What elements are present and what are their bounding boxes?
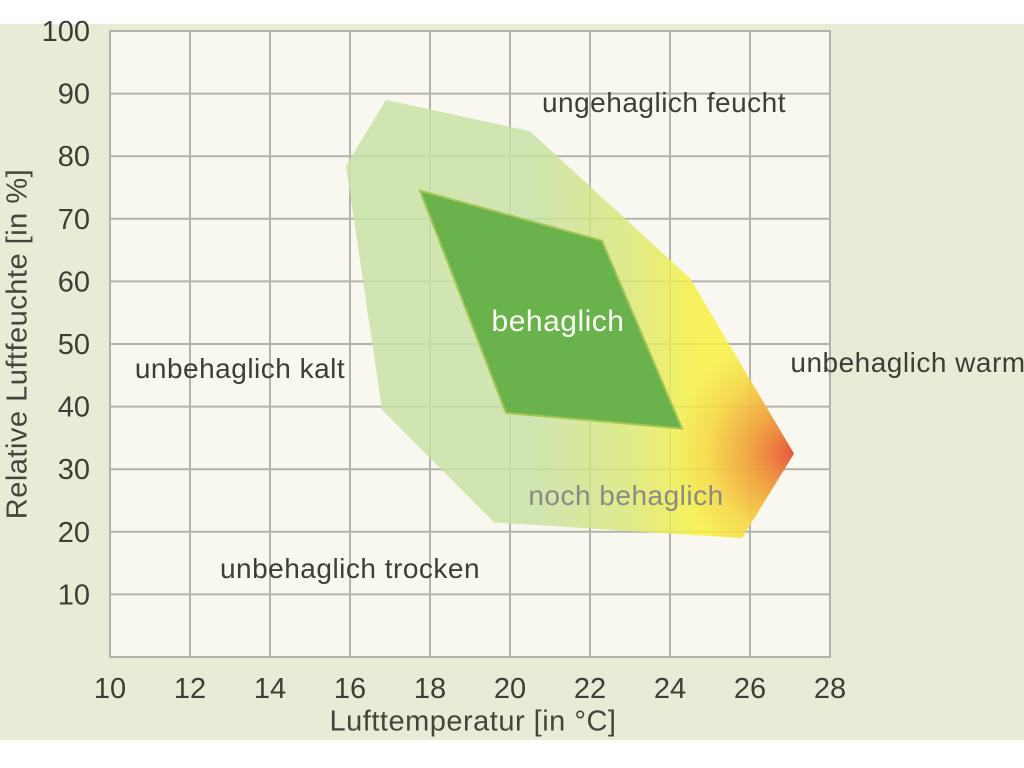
y-tick-label: 10 bbox=[58, 579, 90, 611]
plot-border bbox=[109, 30, 831, 658]
x-tick-label: 26 bbox=[734, 673, 766, 705]
x-tick-label: 10 bbox=[94, 673, 126, 705]
zone-label-noch-behaglich: noch behaglich bbox=[528, 480, 724, 512]
y-tick-label: 30 bbox=[58, 454, 90, 486]
zone-label-unbehaglich-warm: unbehaglich warm bbox=[790, 346, 1024, 378]
y-tick-label: 90 bbox=[58, 79, 90, 111]
x-tick-label: 14 bbox=[254, 673, 286, 705]
y-tick-label: 20 bbox=[58, 517, 90, 549]
y-tick-label: 80 bbox=[58, 141, 90, 173]
y-tick-label: 60 bbox=[58, 266, 90, 298]
x-tick-label: 22 bbox=[574, 673, 606, 705]
zone-label-unbehaglich-kalt: unbehaglich kalt bbox=[134, 353, 346, 385]
y-tick-label: 100 bbox=[42, 16, 90, 48]
zone-label-ungehaglich-feucht: ungehaglich feucht bbox=[541, 86, 787, 118]
y-tick-label: 70 bbox=[58, 204, 90, 236]
y-tick-label: 50 bbox=[58, 329, 90, 361]
x-tick-label: 24 bbox=[654, 673, 686, 705]
y-tick-label: 40 bbox=[58, 392, 90, 424]
x-tick-label: 18 bbox=[414, 673, 446, 705]
x-tick-label: 16 bbox=[334, 673, 366, 705]
y-axis-title: Relative Luftfeuchte [in %] bbox=[1, 168, 34, 520]
x-tick-label: 12 bbox=[174, 673, 206, 705]
x-tick-label: 20 bbox=[494, 673, 526, 705]
zone-behaglich bbox=[418, 189, 684, 430]
x-tick-label: 28 bbox=[814, 673, 846, 705]
tick-labels: 10 12 14 16 18 20 22 24 26 28 10 20 30 40 50 60 70 80 90 10… bbox=[42, 16, 847, 705]
zone-label-behaglich: behaglich bbox=[491, 305, 625, 339]
x-axis-title: Lufttemperatur [in °C] bbox=[329, 705, 617, 738]
zone-label-unbehaglich-trocken: unbehaglich trocken bbox=[219, 553, 481, 585]
